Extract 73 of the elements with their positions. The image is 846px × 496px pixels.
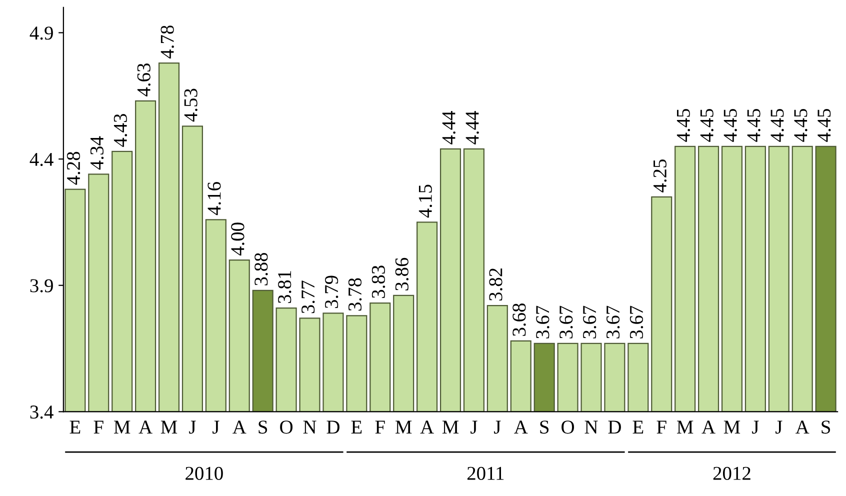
text: 2012 <box>713 466 750 480</box>
x-tick-label: M <box>395 420 412 434</box>
data-label: 4.28 <box>66 152 80 185</box>
x-tick-label: A <box>514 420 528 434</box>
data-label: 3.81 <box>278 271 292 303</box>
data-label: 4.45 <box>770 108 784 142</box>
x-tick-label: A <box>420 420 434 434</box>
x-tick-label: A <box>232 420 246 434</box>
data-label: 4.45 <box>818 108 831 142</box>
data-label: 3.82 <box>489 268 502 300</box>
data-label: 3.67 <box>560 306 573 338</box>
x-tick-label: A <box>796 420 810 434</box>
x-tick-label: A <box>702 420 716 434</box>
x-tick-label: M <box>160 420 178 434</box>
x-tick-label: F <box>94 420 104 434</box>
x-tick-label: N <box>303 420 316 434</box>
data-label: 3.68 <box>512 303 526 336</box>
x-tick-label: S <box>540 420 549 434</box>
x-tick-label: D <box>608 420 621 434</box>
data-label: 3.67 <box>536 306 550 338</box>
data-label: 4.63 <box>137 63 151 96</box>
x-tick-label: A <box>138 420 152 434</box>
x-tick-label: E <box>351 420 362 434</box>
data-label: 3.67 <box>630 306 644 338</box>
data-label: 4.00 <box>231 222 244 256</box>
y-tick-label: 4.9 <box>30 26 53 40</box>
x-tick-label: J <box>752 420 759 434</box>
data-label: 4.44 <box>442 111 456 144</box>
data-label: 4.44 <box>466 111 479 144</box>
text: 2011 <box>467 466 504 480</box>
y-tick-label: 3.4 <box>30 406 54 419</box>
data-label: 4.45 <box>747 108 760 142</box>
x-tick-label: J <box>776 420 782 434</box>
data-label: 4.53 <box>184 88 198 122</box>
data-label: 3.78 <box>348 278 362 311</box>
text: 2010 <box>186 466 223 480</box>
data-label: 3.88 <box>254 252 268 286</box>
data-label: 3.77 <box>302 280 315 314</box>
data-label: 4.45 <box>676 108 690 142</box>
data-label: 3.79 <box>325 276 338 308</box>
x-tick-label: E <box>632 420 644 434</box>
x-tick-label: M <box>442 420 459 434</box>
x-tick-label: J <box>494 420 501 434</box>
data-label: 4.45 <box>794 108 808 142</box>
x-tick-label: M <box>114 420 130 434</box>
data-label: 4.16 <box>208 182 221 216</box>
x-tick-label: S <box>822 420 830 434</box>
x-tick-label: S <box>258 420 268 434</box>
data-label: 4.25 <box>653 159 667 192</box>
data-label: 3.83 <box>372 266 386 298</box>
x-tick-label: D <box>326 420 340 434</box>
data-label: 3.67 <box>583 306 596 338</box>
data-label: 4.45 <box>724 108 737 142</box>
x-tick-label: M <box>724 420 740 434</box>
x-tick-label: M <box>676 420 694 434</box>
data-label: 4.78 <box>160 26 174 58</box>
data-label: 4.15 <box>418 184 432 218</box>
y-tick-label: 3.9 <box>30 279 53 292</box>
x-tick-label: J <box>212 420 220 434</box>
x-tick-label: J <box>470 420 478 434</box>
x-tick-label: E <box>70 420 80 434</box>
data-label: 3.86 <box>395 258 409 290</box>
x-tick-label: N <box>584 420 598 434</box>
y-tick-label: 4.4 <box>30 152 54 166</box>
data-label: 4.34 <box>90 136 104 170</box>
data-label: 3.67 <box>606 306 620 338</box>
x-tick-label: O <box>562 420 574 434</box>
x-tick-label: F <box>375 420 385 434</box>
data-label: 4.43 <box>114 114 128 147</box>
data-label: 4.45 <box>700 108 714 142</box>
x-tick-label: O <box>280 420 293 434</box>
x-tick-label: J <box>189 420 196 434</box>
x-tick-label: F <box>656 420 666 434</box>
